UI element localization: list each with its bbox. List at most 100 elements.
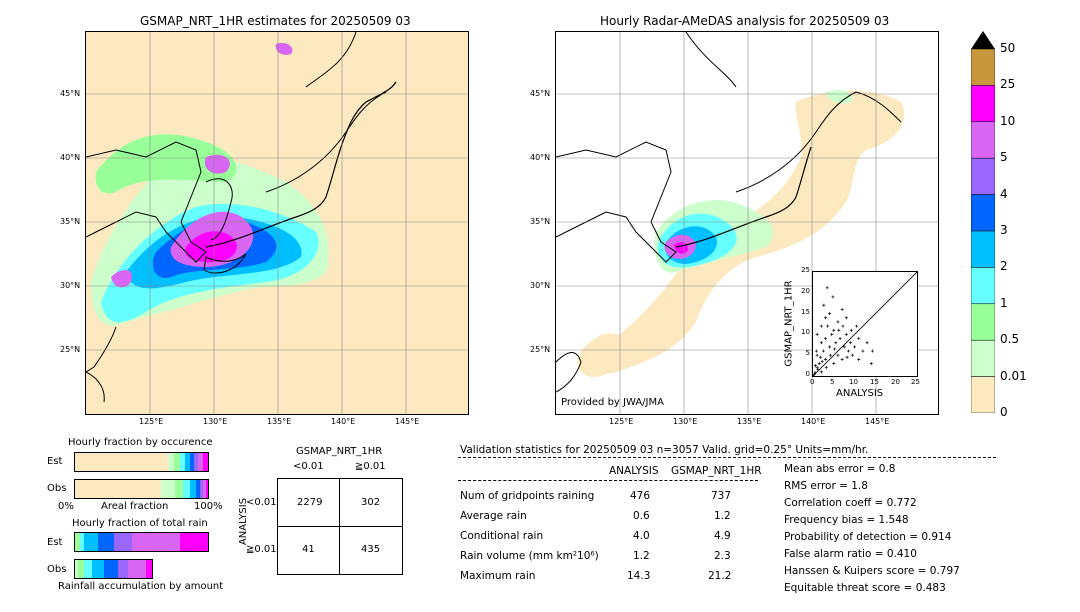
score-1: RMS error = 1.8 xyxy=(784,480,868,492)
colorbar-segment xyxy=(970,85,996,123)
scatter-point xyxy=(816,368,820,372)
colorbar-extend-arrow xyxy=(971,31,995,49)
scatter-plot xyxy=(812,271,918,377)
validation-row-2-analysis: 4.0 xyxy=(633,530,650,542)
left-map-rain-field xyxy=(86,32,468,414)
scatter-ytick-20: 20 xyxy=(801,287,810,295)
scatter-point xyxy=(815,366,819,370)
validation-row-1-label: Average rain xyxy=(460,510,527,522)
fraction-occurrence-est-label: Est xyxy=(47,456,63,467)
score-4: Probability of detection = 0.914 xyxy=(784,531,952,543)
left-map-title: GSMAP_NRT_1HR estimates for 20250509 03 xyxy=(140,14,411,28)
contingency-row-header-1: ≧0.01 xyxy=(246,544,277,555)
left-lon-130: 130°E xyxy=(203,417,228,426)
scatter-ytick-15: 15 xyxy=(801,308,810,316)
scatter-point xyxy=(831,295,835,299)
scatter-point xyxy=(842,345,846,349)
scatter-xlabel: ANALYSIS xyxy=(836,388,884,399)
left-lat-35: 35°N xyxy=(60,217,81,226)
score-5: False alarm ratio = 0.410 xyxy=(784,548,917,560)
right-lat-40: 40°N xyxy=(530,153,551,162)
validation-row-4-gsmap: 21.2 xyxy=(708,570,732,582)
scatter-xtick-15: 15 xyxy=(870,378,879,386)
scatter-x-ticks: 0 5 10 15 20 25 xyxy=(808,378,922,388)
left-lon-140: 140°E xyxy=(331,417,356,426)
colorbar-segment xyxy=(970,267,996,305)
scatter-xtick-25: 25 xyxy=(911,378,920,386)
contingency-col-header-1: ≧0.01 xyxy=(355,461,386,472)
scatter-point xyxy=(844,332,848,336)
scatter-point xyxy=(834,341,838,345)
scatter-point xyxy=(840,357,844,361)
scatter-ytick-0: 0 xyxy=(805,370,810,378)
left-lon-125: 125°E xyxy=(139,417,164,426)
left-lon-135: 135°E xyxy=(267,417,292,426)
score-7: Equitable threat score = 0.483 xyxy=(784,582,946,594)
fraction-occurrence-obs-bar xyxy=(74,479,209,499)
scatter-point xyxy=(820,359,824,363)
scatter-point xyxy=(853,345,857,349)
colorbar-label: 25 xyxy=(1000,77,1016,92)
scatter-point xyxy=(836,320,840,324)
right-lat-25: 25°N xyxy=(530,345,551,354)
scatter-point xyxy=(837,328,841,332)
contingency-table: 2279 302 41 435 xyxy=(277,478,403,575)
scatter-point xyxy=(838,337,842,341)
contingency-row-header-0: <0.01 xyxy=(246,497,277,508)
colorbar-segment xyxy=(970,339,996,377)
colorbar-label: 0.5 xyxy=(1000,332,1020,347)
colorbar-label: 0 xyxy=(1000,405,1008,419)
left-lat-45: 45°N xyxy=(60,89,81,98)
validation-row-1-analysis: 0.6 xyxy=(633,510,650,522)
scatter-point xyxy=(821,349,825,353)
scatter-ytick-25: 25 xyxy=(801,266,810,274)
scatter-ytick-5: 5 xyxy=(805,349,810,357)
colorbar-label: 2 xyxy=(1000,259,1008,274)
left-lat-30: 30°N xyxy=(60,281,81,290)
scatter-point xyxy=(833,347,837,351)
scatter-point xyxy=(824,366,828,370)
validation-row-4-analysis: 14.3 xyxy=(627,570,651,582)
fraction-total-caption: Rainfall accumulation by amount xyxy=(58,581,224,592)
colorbar-label: 1 xyxy=(1000,295,1008,310)
scatter-point xyxy=(815,353,819,357)
right-lon-135: 135°E xyxy=(737,417,762,426)
scatter-point xyxy=(857,337,861,341)
scatter-point xyxy=(845,355,849,359)
colorbar-segment xyxy=(970,230,996,268)
score-6: Hanssen & Kuipers score = 0.797 xyxy=(784,565,960,577)
fraction-total-est-bar xyxy=(74,532,209,552)
validation-col-analysis: ANALYSIS xyxy=(609,465,659,477)
scatter-point xyxy=(855,324,859,328)
scatter-diagonal xyxy=(812,271,918,377)
scatter-point xyxy=(836,353,840,357)
validation-col-gsmap: GSMAP_NRT_1HR xyxy=(671,465,762,477)
validation-row-0-analysis: 476 xyxy=(630,490,651,502)
scatter-point xyxy=(828,345,832,349)
score-0: Mean abs error = 0.8 xyxy=(784,463,896,475)
scatter-point xyxy=(826,324,830,328)
colorbar-segment xyxy=(970,303,996,341)
right-lon-130: 130°E xyxy=(673,417,698,426)
scatter-point xyxy=(814,349,818,353)
right-map-title: Hourly Radar-AMeDAS analysis for 2025050… xyxy=(600,14,890,28)
scatter-point xyxy=(846,349,850,353)
scatter-xtick-20: 20 xyxy=(891,378,900,386)
colorbar-segment xyxy=(970,157,996,195)
scatter-point xyxy=(822,303,826,307)
scatter-point xyxy=(869,362,873,366)
fraction-total-title: Hourly fraction of total rain xyxy=(72,518,208,529)
colorbar-segment xyxy=(970,48,996,86)
colorbar-segment xyxy=(970,376,996,414)
contingency-col-header-0: <0.01 xyxy=(293,461,324,472)
scatter-point xyxy=(823,357,827,361)
right-lon-125: 125°E xyxy=(609,417,634,426)
scatter-canvas xyxy=(812,271,918,377)
left-lat-25: 25°N xyxy=(60,345,81,354)
right-lon-140: 140°E xyxy=(801,417,826,426)
scatter-ylabel: GSMAP_NRT_1HR xyxy=(783,280,795,367)
scatter-point xyxy=(817,362,821,366)
validation-header-rule xyxy=(458,457,996,458)
fraction-total-est-label: Est xyxy=(47,537,63,548)
contingency-title: GSMAP_NRT_1HR xyxy=(296,446,383,457)
